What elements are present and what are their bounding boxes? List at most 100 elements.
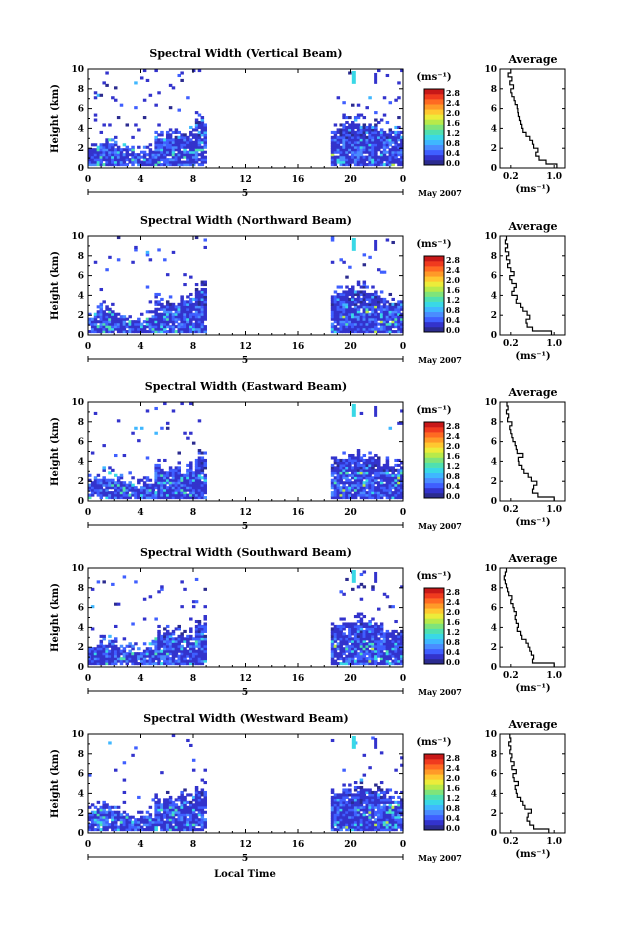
- heatmap-cell: [356, 317, 361, 321]
- panel-3: Spectral Width (Southward Beam)0246810He…: [50, 546, 566, 698]
- heatmap-cell: [157, 248, 161, 252]
- heatmap-cell: [191, 642, 196, 646]
- heatmap-cell: [160, 320, 164, 324]
- heatmap-cell: [377, 140, 381, 144]
- heatmap-cell: [154, 163, 158, 167]
- heatmap-cell: [377, 143, 381, 147]
- heatmap-cell: [382, 644, 387, 648]
- heatmap-cell: [174, 642, 179, 646]
- heatmap-cell: [356, 113, 361, 117]
- heatmap-cell: [191, 140, 196, 144]
- heatmap-cell: [203, 315, 207, 319]
- heatmap-cell: [394, 133, 398, 137]
- heatmap-cell: [362, 815, 367, 819]
- heatmap-cell: [388, 795, 393, 799]
- heatmap-cell: [397, 300, 401, 304]
- heatmap-cell: [180, 808, 184, 812]
- heatmap-cell: [139, 657, 144, 661]
- heatmap-cell: [174, 810, 179, 814]
- heatmap-cell: [368, 657, 372, 661]
- heatmap-cell: [174, 828, 179, 832]
- heatmap-cell: [174, 145, 179, 149]
- month-label: May 2007: [418, 853, 462, 863]
- heatmap-cell: [356, 128, 361, 132]
- colorbar-swatch: [424, 266, 444, 272]
- heatmap-cell: [177, 163, 181, 167]
- heatmap-cell: [348, 639, 352, 643]
- x-tick-label: 0: [85, 342, 91, 352]
- heatmap-cell: [374, 659, 378, 663]
- heatmap-cell: [353, 463, 358, 467]
- heatmap-cell: [165, 828, 170, 832]
- heatmap-cell: [134, 491, 138, 495]
- heatmap-cell: [365, 125, 369, 129]
- heatmap-cell: [102, 478, 106, 482]
- heatmap-cell: [116, 659, 121, 663]
- heatmap-cell: [90, 150, 95, 154]
- heatmap-cell: [356, 785, 361, 790]
- heatmap-cell: [374, 158, 378, 162]
- heatmap-cell: [377, 828, 381, 832]
- heatmap-cell: [108, 657, 112, 661]
- heatmap-cell: [339, 808, 343, 812]
- heatmap-cell: [371, 130, 375, 134]
- heatmap-cell: [139, 155, 144, 159]
- heatmap-cell: [345, 327, 349, 331]
- heatmap-cell: [382, 138, 387, 142]
- heatmap-cell: [342, 815, 346, 819]
- heatmap-cell: [348, 453, 352, 458]
- heatmap-cell: [351, 569, 356, 583]
- heatmap-cell: [348, 145, 352, 149]
- heatmap-cell: [197, 800, 202, 804]
- heatmap-cell: [93, 823, 98, 827]
- heatmap-cell: [88, 320, 92, 324]
- heatmap-cell: [111, 647, 115, 651]
- colorbar-swatch: [424, 301, 444, 307]
- heatmap-cell: [122, 657, 127, 661]
- heatmap-cell: [96, 808, 101, 812]
- heatmap-cell: [371, 145, 375, 149]
- heatmap-cell: [397, 458, 401, 463]
- heatmap-cell: [157, 150, 161, 154]
- heatmap-cell: [191, 662, 196, 666]
- heatmap-cell: [157, 327, 161, 331]
- heatmap-cell: [371, 143, 375, 147]
- heatmap-cell: [99, 155, 104, 159]
- heatmap-cell: [183, 652, 187, 656]
- heatmap-cell: [183, 481, 187, 485]
- colorbar-swatch: [424, 452, 444, 458]
- heatmap-cell: [356, 320, 361, 324]
- heatmap-cell: [371, 300, 375, 304]
- heatmap-cell: [134, 657, 138, 661]
- heatmap-cell: [122, 155, 127, 159]
- heatmap-cell: [371, 295, 375, 299]
- heatmap-cell: [394, 657, 398, 661]
- heatmap-cell: [183, 310, 187, 314]
- heatmap-cell: [200, 300, 205, 304]
- heatmap-cell: [377, 488, 381, 492]
- heatmap-cell: [194, 158, 199, 162]
- heatmap-cell: [194, 155, 199, 159]
- heatmap-cell: [359, 662, 364, 666]
- heatmap-cell: [203, 290, 207, 294]
- heatmap-cell: [116, 481, 121, 485]
- heatmap-cell: [165, 642, 170, 646]
- heatmap-cell: [356, 639, 361, 643]
- heatmap-cell: [189, 468, 193, 472]
- heatmap-cell: [186, 800, 190, 804]
- heatmap-cell: [351, 657, 355, 661]
- heatmap-cell: [105, 478, 109, 482]
- heatmap-cell: [394, 478, 398, 482]
- heatmap-cell: [377, 138, 381, 142]
- heatmap-cell: [379, 310, 384, 314]
- heatmap-cell: [96, 800, 101, 804]
- heatmap-cell: [356, 135, 361, 139]
- heatmap-cell: [183, 325, 187, 329]
- heatmap-cell: [139, 426, 144, 430]
- heatmap-cell: [333, 813, 338, 817]
- heatmap-cell: [353, 803, 358, 807]
- heatmap-cell: [194, 320, 199, 324]
- heatmap-cell: [108, 659, 112, 663]
- heatmap-cell: [145, 320, 150, 324]
- heatmap-cell: [385, 486, 390, 490]
